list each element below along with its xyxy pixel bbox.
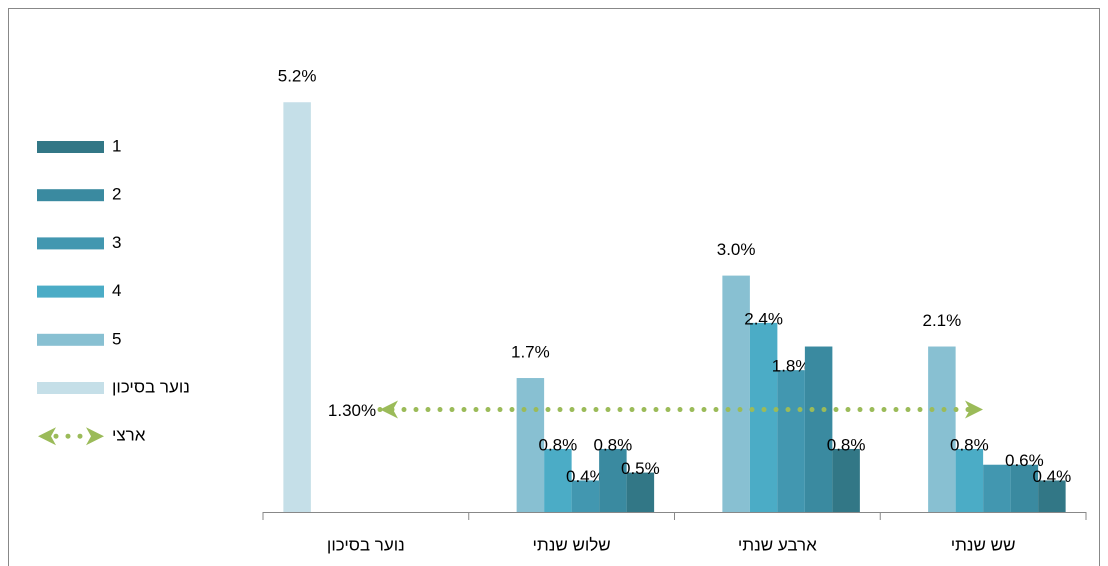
data-label: 0.8% bbox=[539, 435, 578, 454]
legend-swatch bbox=[37, 333, 104, 346]
legend-arrow bbox=[86, 427, 104, 446]
bar bbox=[928, 346, 956, 512]
data-label: 0.6% bbox=[1005, 451, 1044, 470]
x-tick-label: שלוש שנתי bbox=[533, 535, 611, 554]
legend-swatch bbox=[37, 141, 104, 153]
bar bbox=[955, 448, 984, 512]
legend-label: 1 bbox=[112, 136, 121, 155]
reference-arrow bbox=[965, 400, 983, 419]
bar bbox=[804, 346, 833, 512]
bar bbox=[516, 378, 545, 512]
reference-label: 1.30% bbox=[328, 401, 376, 420]
bar bbox=[832, 448, 860, 512]
data-label: 3.0% bbox=[717, 240, 756, 259]
data-label: 0.4% bbox=[1033, 467, 1072, 486]
bar bbox=[544, 448, 572, 512]
data-label: 0.5% bbox=[621, 459, 660, 478]
data-label: 0.8% bbox=[594, 435, 633, 454]
bar bbox=[983, 464, 1011, 512]
legend-swatch bbox=[37, 189, 104, 202]
legend-label: 4 bbox=[112, 281, 121, 300]
bar bbox=[571, 480, 600, 512]
legend-swatch bbox=[37, 285, 104, 298]
legend-label: נוער בסיכון bbox=[112, 377, 190, 396]
legend-label: 3 bbox=[112, 233, 121, 252]
data-label: 1.8% bbox=[772, 357, 811, 376]
bar bbox=[283, 102, 311, 513]
data-label: 0.4% bbox=[566, 467, 605, 486]
bar bbox=[777, 370, 805, 512]
reference-arrow bbox=[380, 400, 398, 419]
x-tick-label: שש שנתי bbox=[951, 535, 1016, 554]
x-tick-label: נוער בסיכון bbox=[327, 535, 405, 554]
data-label: 2.4% bbox=[744, 309, 783, 328]
bar bbox=[1010, 464, 1039, 512]
legend-arrow bbox=[38, 427, 56, 446]
bar bbox=[1038, 480, 1066, 512]
data-label: 5.2% bbox=[278, 67, 317, 86]
legend-swatch bbox=[37, 382, 104, 394]
data-label: 0.8% bbox=[950, 435, 989, 454]
bar bbox=[722, 275, 750, 512]
data-label: 0.8% bbox=[827, 435, 866, 454]
legend-swatch bbox=[37, 237, 104, 250]
bar bbox=[749, 322, 778, 512]
legend-label: ארצי bbox=[112, 426, 146, 445]
bar bbox=[626, 472, 655, 512]
data-label: 2.1% bbox=[923, 311, 962, 330]
legend-label: 5 bbox=[112, 329, 121, 348]
x-tick-label: ארבע שנתי bbox=[738, 535, 817, 554]
bar bbox=[599, 448, 627, 512]
legend-label: 2 bbox=[112, 185, 121, 204]
data-label: 1.7% bbox=[511, 343, 550, 362]
chart-frame bbox=[8, 8, 1100, 566]
